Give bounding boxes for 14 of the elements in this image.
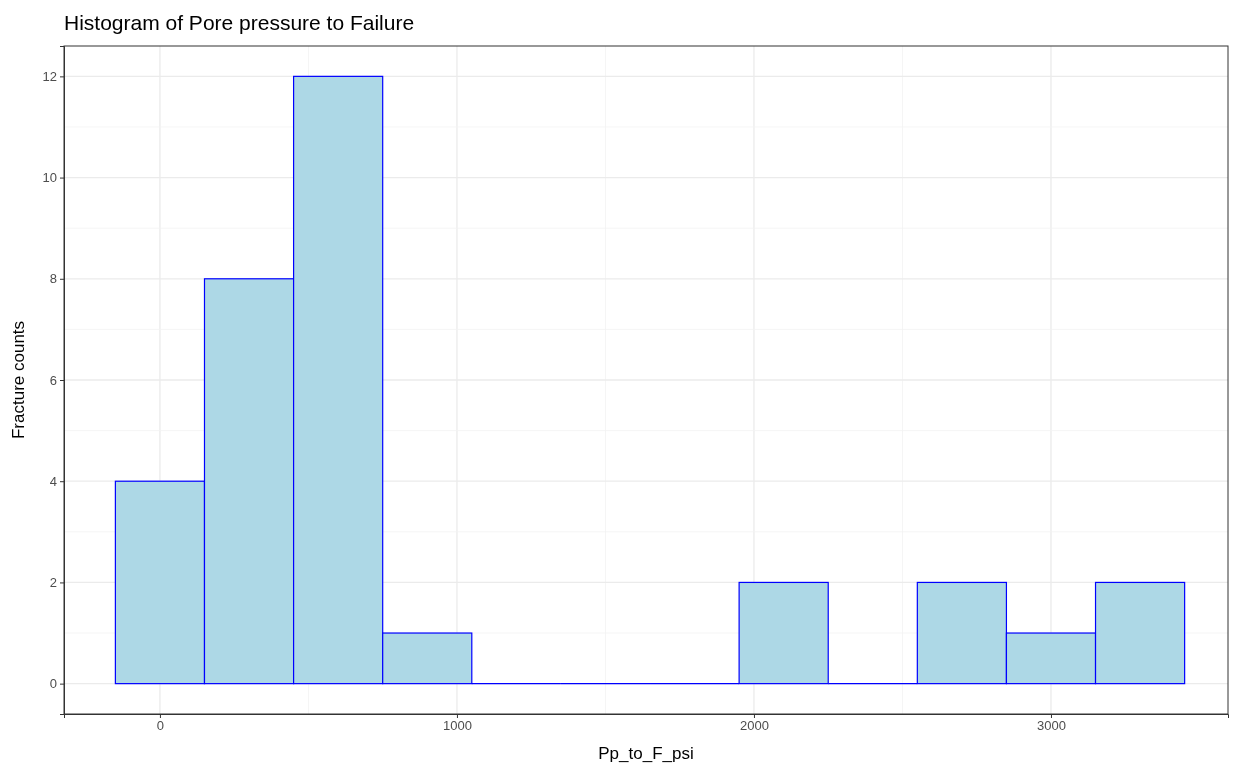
x-tick-label: 2000	[740, 718, 769, 734]
y-tick-label: 12	[42, 69, 57, 85]
x-axis-title: Pp_to_F_psi	[598, 744, 694, 763]
y-tick-label: 6	[49, 372, 57, 388]
chart-title: Histogram of Pore pressure to Failure	[64, 11, 415, 34]
x-tick-label: 1000	[442, 718, 472, 734]
y-tick-label: 10	[42, 170, 57, 186]
x-tick-label: 3000	[1037, 718, 1066, 734]
y-tick-label: 0	[49, 676, 57, 692]
y-axis-title: Fracture counts	[9, 320, 28, 440]
y-tick-label: 4	[49, 473, 57, 489]
y-tick-label: 8	[49, 271, 57, 287]
x-tick-label: 0	[156, 718, 165, 734]
y-tick-label: 2	[49, 575, 57, 591]
